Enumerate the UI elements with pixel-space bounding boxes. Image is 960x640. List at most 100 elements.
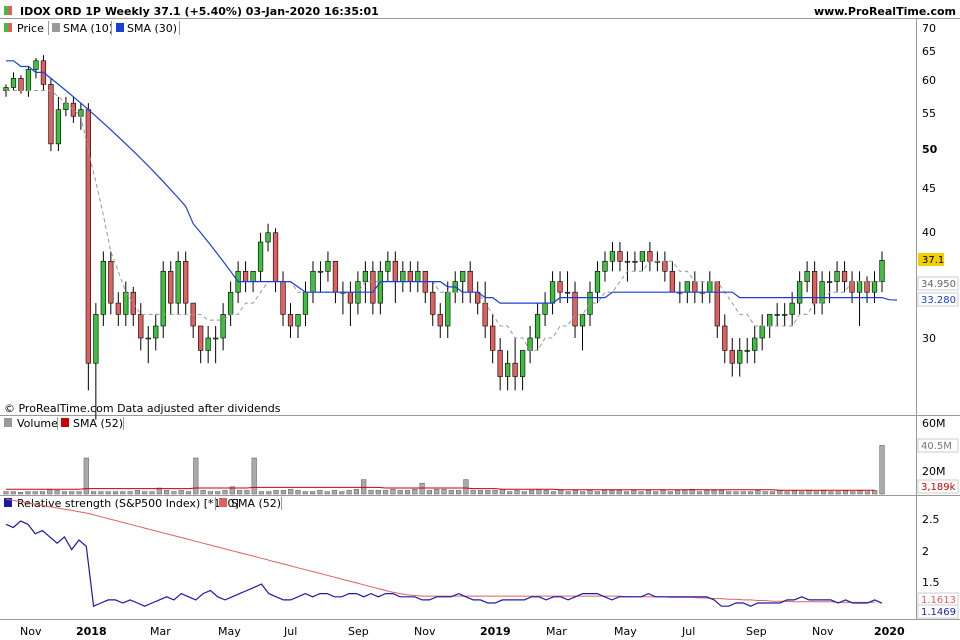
volume-bar [229,486,235,495]
legend-price-swatch-down [8,23,12,32]
candle-body [512,362,518,377]
rs-tick-2: 2 [922,545,929,558]
volume-bar [784,491,790,495]
candle-body [227,291,234,315]
candle-body [115,302,121,315]
x-tick-nov-2: Nov [414,625,436,638]
candle-body [325,260,331,272]
candle-body [213,337,219,340]
volume-bar [375,490,381,495]
volume-bar [879,445,885,495]
volume-bar [543,490,549,495]
legend-rssma-swatch [219,498,227,507]
volume-bar [317,490,323,495]
header-icon-red [8,6,12,15]
candle-body [564,291,571,294]
candle-body [265,232,271,243]
candle-body [782,314,788,316]
x-tick-2019: 2019 [480,625,511,638]
candle-body [257,241,264,272]
volume-bar [18,491,24,495]
legend-sma30: SMA (30) [127,22,177,35]
candle-body [10,78,17,88]
volume-bar [222,490,228,495]
rssma-value-label: 1.1613 [921,595,956,606]
legend-rs: Relative strength (S&P500 Index) [*100] [17,497,239,510]
legend-volume-swatch [4,418,12,427]
volume-bar [288,488,294,495]
volume-bar [682,490,688,495]
volume-bar [390,488,396,495]
x-tick-jul: Jul [283,625,297,638]
volume-bar [857,490,863,495]
candle-body [647,251,653,262]
y-tick-55: 55 [922,107,936,120]
candle-body [168,270,174,304]
candle-body [220,314,226,339]
volume-bar [178,490,184,495]
candle-body [572,291,578,327]
candle-body [744,350,750,352]
y-tick-45: 45 [922,182,936,195]
x-tick-jul-2: Jul [681,625,695,638]
volume-bar [185,491,192,495]
legend-volume: Volume [17,417,58,430]
volume-bar [302,491,308,495]
volume-bar [164,490,170,495]
y-tick-60: 60 [922,74,936,87]
volume-sma-line [6,486,875,491]
site-link[interactable]: www.ProRealTime.com [814,5,956,18]
candle-body [33,60,39,70]
volume-bar [244,490,250,495]
volsma-value-label: 3,189k [921,482,956,493]
volume-bar [470,490,476,495]
legend-sma30-swatch [116,23,124,32]
y-tick-40: 40 [922,226,936,239]
sma30-line [6,60,898,304]
candle-body [160,270,166,327]
candle-body [759,325,765,339]
candle-body [662,260,668,272]
candle-body [639,251,646,262]
volume-bar [842,490,849,495]
candle-body [25,69,32,91]
volume-bar [499,488,505,495]
candle-body [392,260,398,282]
candle-body [549,281,556,304]
legend-rssma: SMA (52) [231,497,281,510]
volume-bar [25,491,31,495]
legend-volsma: SMA (52) [73,417,123,430]
volume-bar [550,491,557,495]
candle-body [437,314,443,327]
last-volume-tag [917,438,959,453]
candle-body [108,260,114,304]
volume-bar [120,491,126,495]
volume-bar [594,491,600,495]
volume-bar [711,490,717,495]
candle-body [317,270,324,273]
volume-bar [142,491,148,495]
volume-bar [463,479,469,495]
volume-bar [704,490,710,495]
volume-bar [361,479,367,495]
sma30-tag [917,292,959,307]
price-candles [3,55,898,420]
volume-bar [258,491,265,495]
volume-bar [10,491,16,495]
volume-bar [769,491,776,495]
volume-bar [324,491,330,495]
candle-body [377,270,383,304]
volume-bar [193,457,199,495]
volume-bar [426,490,432,495]
x-axis: Nov 2018 Mar May Jul Sep Nov 2019 Mar Ma… [20,625,905,638]
legend-volsma-swatch [61,418,69,427]
last-price-label: 37.1 [922,255,944,266]
volume-bar [331,490,338,495]
candle-body [467,270,473,293]
candle-body [609,251,616,262]
volume-bar [32,491,38,495]
volume-bar [200,490,206,495]
volume-bar [105,491,111,495]
volume-bar [806,490,812,495]
